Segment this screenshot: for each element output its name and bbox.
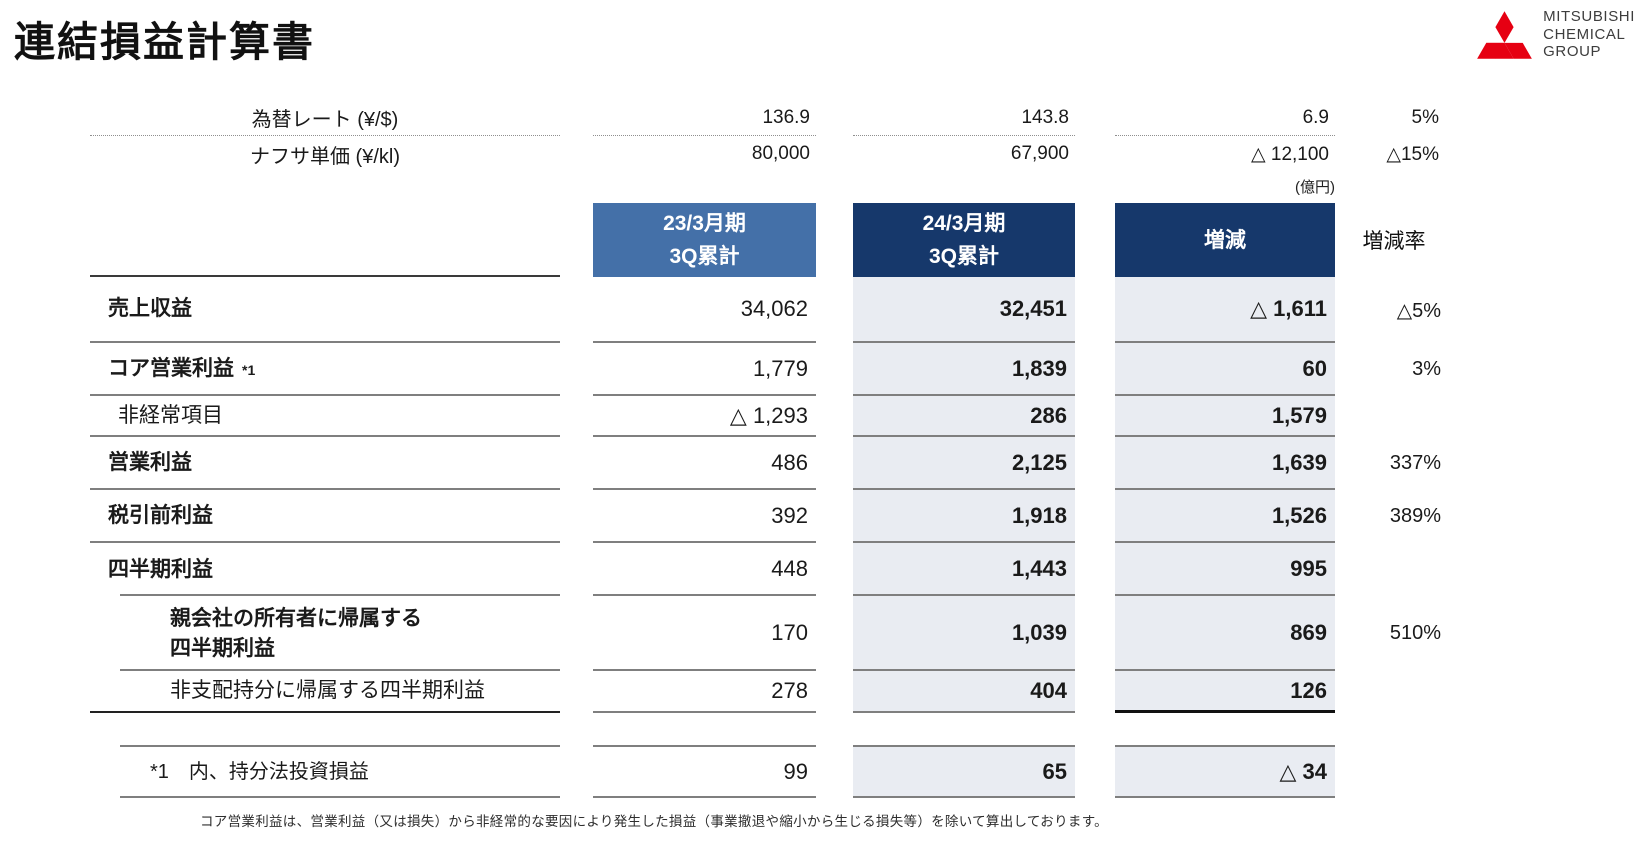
row-value-prior: 392 [593, 490, 816, 543]
row-value-prior: 448 [593, 543, 816, 596]
row-value-current: 1,039 [853, 596, 1075, 671]
logo-text: MITSUBISHI CHEMICAL GROUP [1543, 8, 1635, 61]
row-label: 売上収益 [90, 277, 560, 343]
header-change: 増減 [1115, 203, 1335, 277]
table-row-revenue: 売上収益 34,062 32,451 △ 1,611 △5% [90, 277, 1445, 343]
row-value-prior: 278 [593, 671, 816, 713]
table-row-non-recurring-items: 非経常項目 △ 1,293 286 1,579 [90, 396, 1445, 437]
row-value-prior: 99 [593, 745, 816, 798]
unit-label: (億円) [1295, 179, 1335, 196]
naphtha-label: ナフサ単価 (¥/kl) [250, 145, 400, 168]
fx-rate-change-pct: 5% [1411, 107, 1439, 128]
row-value-change: 1,639 [1115, 437, 1335, 490]
row-value-change: 126 [1115, 671, 1335, 713]
naphtha-prior: 80,000 [751, 143, 810, 164]
row-value-prior: 34,062 [593, 277, 816, 343]
fx-rate-current: 143.8 [853, 100, 1075, 136]
header-prior-period: 23/3月期 3Q累計 [593, 203, 816, 277]
bottom-footnote: コア営業利益は、営業利益（又は損失）から非経常的な要因により発生した損益（事業撤… [200, 814, 1108, 829]
naphtha-change-pct: △15% [1386, 143, 1439, 165]
row-value-change-rate [1343, 745, 1445, 798]
table-row-operating-income: 営業利益 486 2,125 1,639 337% [90, 437, 1445, 490]
header-label-spacer [90, 203, 560, 277]
table-spacer [90, 713, 1445, 745]
row-value-current: 65 [853, 745, 1075, 798]
row-value-current: 1,918 [853, 490, 1075, 543]
row-value-change-rate [1343, 396, 1445, 437]
row-value-current: 1,443 [853, 543, 1075, 596]
row-value-change: 60 [1115, 343, 1335, 396]
row-value-change-rate [1343, 543, 1445, 596]
header-prior-period-line2: 3Q累計 [669, 245, 740, 268]
row-label: 非支配持分に帰属する四半期利益 [90, 671, 560, 713]
logo-text-line: CHEMICAL [1543, 25, 1626, 43]
row-value-current: 404 [853, 671, 1075, 713]
row-value-change-rate: 389% [1389, 505, 1441, 527]
header-prior-period-line1: 23/3月期 [663, 212, 746, 235]
row-value-current: 1,839 [853, 343, 1075, 396]
table-header-row: 23/3月期 3Q累計 24/3月期 3Q累計 増減 増減率 [90, 203, 1445, 277]
row-label: 非経常項目 [90, 396, 560, 437]
table-row-net-income: 四半期利益 448 1,443 995 [90, 543, 1445, 596]
logo-text-line: GROUP [1543, 43, 1602, 60]
row-value-change-rate: 510% [1389, 622, 1441, 644]
row-value-change: 869 [1115, 596, 1335, 671]
row-value-change: △ 1,611 [1115, 277, 1335, 343]
row-value-current: 32,451 [853, 277, 1075, 343]
row-label: 営業利益 [90, 437, 560, 490]
fx-rate-row: 為替レート (¥/$) 136.9 143.8 6.9 5% [90, 100, 1445, 136]
row-label: コア営業利益 *1 [90, 343, 560, 396]
row-value-change-rate [1343, 671, 1445, 713]
row-value-change-rate: △5% [1396, 299, 1441, 322]
row-value-change: △ 34 [1115, 745, 1335, 798]
fx-rate-prior: 136.9 [593, 100, 816, 136]
row-value-prior: △ 1,293 [593, 396, 816, 437]
table-row-net-income-owners-of-parent: 親会社の所有者に帰属する 四半期利益 170 1,039 869 510% [90, 596, 1445, 671]
income-statement-table: 為替レート (¥/$) 136.9 143.8 6.9 5% ナフサ単価 (¥/… [90, 100, 1445, 798]
naphtha-change: △ 12,100 [1250, 143, 1329, 165]
row-label: 税引前利益 [90, 490, 560, 543]
table-row-equity-method-gains: *1 内、持分法投資損益 99 65 △ 34 [90, 745, 1445, 798]
row-label: 四半期利益 [90, 543, 560, 596]
row-value-change: 1,579 [1115, 396, 1335, 437]
fx-rate-change: 6.9 [1115, 100, 1335, 136]
naphtha-price-row: ナフサ単価 (¥/kl) 80,000 67,900 △ 12,100 △15% [90, 136, 1445, 172]
row-value-prior: 170 [593, 596, 816, 671]
footnote-marker: *1 [242, 362, 256, 378]
page-title: 連結損益計算書 [14, 19, 315, 65]
row-value-change-rate: 3% [1412, 358, 1441, 380]
row-label: 親会社の所有者に帰属する 四半期利益 [90, 596, 560, 671]
row-value-current: 286 [853, 396, 1075, 437]
naphtha-current: 67,900 [1010, 143, 1069, 164]
table-row-income-before-taxes: 税引前利益 392 1,918 1,526 389% [90, 490, 1445, 543]
mitsubishi-chemical-group-logo: MITSUBISHI CHEMICAL GROUP [1477, 8, 1635, 61]
table-row-core-operating-income: コア営業利益 *1 1,779 1,839 60 3% [90, 343, 1445, 396]
row-value-current: 2,125 [853, 437, 1075, 490]
row-value-prior: 486 [593, 437, 816, 490]
row-value-change: 1,526 [1115, 490, 1335, 543]
header-change-rate: 増減率 [1362, 230, 1426, 253]
header-current-period: 24/3月期 3Q累計 [853, 203, 1075, 277]
row-value-change: 995 [1115, 543, 1335, 596]
row-value-change-rate: 337% [1389, 452, 1441, 474]
fx-rate-label: 為替レート (¥/$) [90, 100, 560, 136]
row-value-prior: 1,779 [593, 343, 816, 396]
header-current-period-line2: 3Q累計 [928, 245, 999, 268]
logo-text-line: MITSUBISHI [1543, 8, 1635, 25]
row-label: *1 内、持分法投資損益 [90, 745, 560, 798]
mitsubishi-three-diamonds-icon [1477, 11, 1533, 59]
table-row-net-income-noncontrolling: 非支配持分に帰属する四半期利益 278 404 126 [90, 671, 1445, 713]
header-current-period-line1: 24/3月期 [922, 212, 1006, 235]
